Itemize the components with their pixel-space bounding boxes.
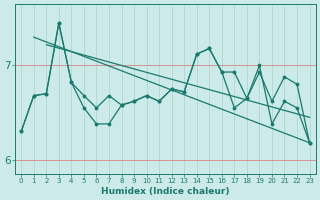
X-axis label: Humidex (Indice chaleur): Humidex (Indice chaleur) bbox=[101, 187, 230, 196]
